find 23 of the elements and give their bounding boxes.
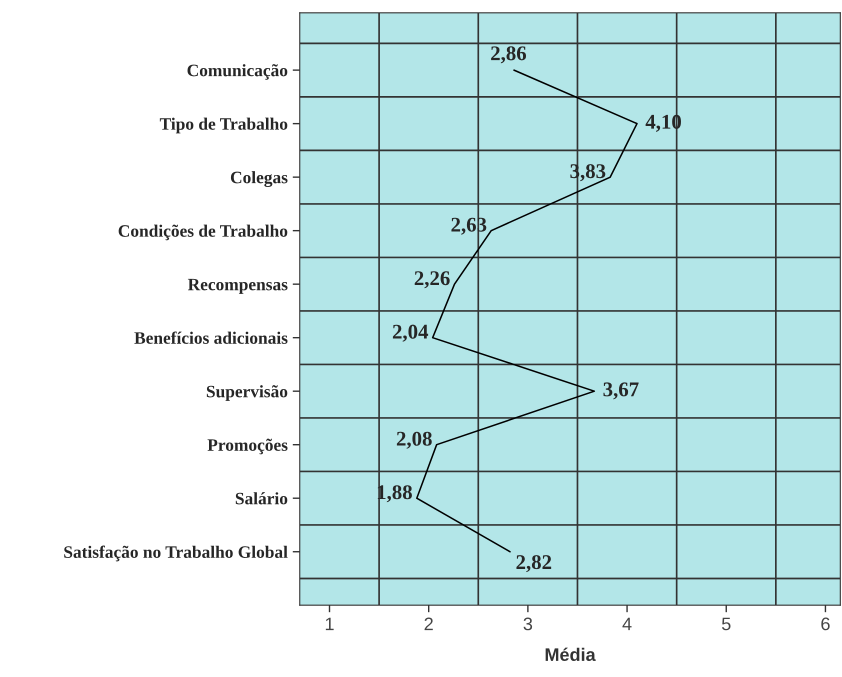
y-tick-label: Benefícios adicionais	[134, 331, 288, 344]
x-tick-label: 2	[424, 618, 433, 630]
x-axis-title: Média	[546, 648, 596, 662]
y-tick-label: Satisfação no Trabalho Global	[64, 546, 288, 562]
data-label: 2,04	[392, 324, 428, 342]
x-tick-label: 5	[722, 618, 731, 630]
data-label: 3,67	[603, 382, 639, 400]
data-label: 2,82	[516, 555, 552, 572]
y-tick-label: Tipo de Trabalho	[160, 118, 288, 134]
x-tick-label: 4	[622, 618, 632, 630]
y-tick-label: Condições de Trabalho	[118, 224, 288, 240]
data-label: 2,86	[491, 46, 526, 64]
x-tick-label: 1	[326, 618, 334, 630]
y-tick-label: Recompensas	[188, 278, 288, 294]
y-tick-label: Colegas	[230, 171, 288, 187]
y-tick-label: Salário	[236, 492, 288, 504]
x-tick-label: 3	[524, 618, 532, 630]
y-tick-label: Comunicação	[188, 64, 288, 80]
y-tick-label: Supervisão	[206, 385, 288, 401]
x-tick-label: 6	[821, 618, 830, 630]
y-tick-label: Promoções	[208, 438, 288, 454]
data-label: 2,26	[414, 271, 450, 288]
data-label: 2,08	[396, 432, 432, 449]
